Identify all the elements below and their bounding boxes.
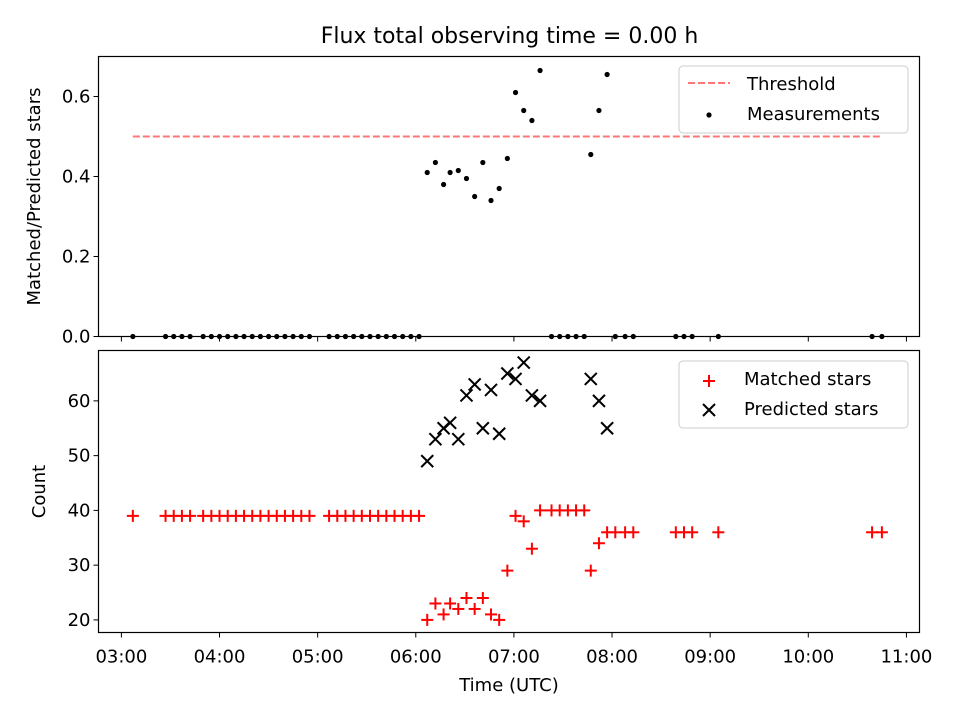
- measurement-point: [512, 89, 519, 96]
- predicted-star-point: [533, 394, 547, 408]
- predicted-star-point: [443, 416, 457, 430]
- x-tick-label: 03:00: [95, 647, 147, 668]
- matched-star-point: [525, 542, 538, 555]
- matched-star-point: [875, 526, 888, 539]
- top-y-tick-label: 0.2: [62, 247, 91, 268]
- top-legend-box: [678, 65, 909, 134]
- matched-star-point: [184, 509, 197, 522]
- matched-star-point: [517, 515, 530, 528]
- matched-star-point: [627, 526, 640, 539]
- predicted-star-point: [500, 366, 515, 381]
- matched-star-point: [444, 597, 457, 610]
- bottom-y-tick-label: 30: [68, 555, 91, 576]
- bottom-y-tick-label: 60: [68, 391, 91, 412]
- x-tick-label: 07:00: [488, 647, 540, 668]
- x-tick-label: 09:00: [684, 647, 736, 668]
- matched-star-point: [460, 592, 473, 605]
- legend-matched-label: Matched stars: [744, 369, 871, 390]
- predicted-star-point: [600, 421, 614, 435]
- x-tick-label: 10:00: [782, 647, 834, 668]
- measurement-point: [488, 197, 494, 204]
- x-tick-label: 04:00: [194, 647, 246, 668]
- predicted-star-point: [517, 355, 531, 370]
- measurement-point: [496, 185, 502, 192]
- matched-star-point: [468, 602, 481, 615]
- measurement-point: [537, 67, 543, 74]
- measurement-point: [472, 193, 478, 200]
- x-tick-label: 11:00: [880, 647, 932, 668]
- predicted-star-point: [584, 372, 598, 386]
- legend-predicted-label: Predicted stars: [744, 399, 878, 420]
- measurement-point: [529, 117, 535, 124]
- top-legend: Threshold Measurements: [678, 65, 909, 134]
- measurement-point: [588, 151, 594, 158]
- top-y-tick-label: 0.6: [62, 87, 91, 108]
- matched-star-point: [592, 537, 605, 550]
- matched-star-point: [126, 509, 139, 522]
- matched-star-point: [437, 608, 450, 621]
- measurement-point: [596, 107, 602, 114]
- measurement-point: [521, 107, 527, 114]
- bottom-y-tick-label: 20: [68, 610, 91, 631]
- top-y-axis-label: Matched/Predicted stars: [24, 88, 45, 306]
- legend-predicted-swatch: [702, 403, 716, 417]
- bottom-y-tick-label: 50: [68, 446, 91, 467]
- matched-star-point: [413, 509, 426, 522]
- legend-matched-swatch: [703, 375, 715, 387]
- x-tick-label: 06:00: [390, 647, 442, 668]
- bottom-legend: Matched stars Predicted stars: [678, 360, 909, 429]
- bottom-axes-frame: [97, 349, 921, 634]
- matched-star-point: [534, 504, 547, 517]
- predicted-star-point: [476, 421, 490, 435]
- bottom-y-axis-label: Count: [29, 465, 50, 518]
- measurement-point: [432, 159, 439, 166]
- x-tick-label: 05:00: [292, 647, 344, 668]
- predicted-star-point: [459, 388, 474, 403]
- top-y-tick-label: 0.4: [62, 167, 91, 188]
- matched-star-point: [493, 613, 506, 626]
- bottom-legend-box: [678, 360, 909, 429]
- bottom-y-tick-label: 40: [68, 500, 91, 521]
- matched-star-point: [476, 592, 489, 605]
- matched-star-point: [686, 526, 699, 539]
- matched-star-point: [452, 602, 465, 615]
- legend-measurements-label: Measurements: [747, 104, 880, 125]
- matched-star-point: [421, 613, 434, 626]
- predicted-star-point: [525, 388, 539, 403]
- matched-star-point: [485, 608, 498, 621]
- predicted-star-point: [492, 427, 506, 441]
- predicted-star-point: [451, 432, 466, 446]
- measurement-point: [480, 159, 486, 166]
- legend-measurements-swatch: [706, 112, 712, 118]
- measurement-point: [424, 169, 430, 176]
- matched-star-point: [578, 504, 591, 517]
- matched-star-point: [712, 526, 725, 539]
- top-plot: 0.0 0.2 0.4 0.6 Matched/Predicted stars Thr…: [24, 55, 921, 348]
- legend-threshold-label: Threshold: [746, 74, 836, 95]
- predicted-star-point: [484, 383, 498, 397]
- measurement-point: [504, 155, 510, 162]
- matched-star-point: [509, 509, 522, 522]
- measurement-point: [455, 167, 461, 174]
- measurement-point: [604, 71, 610, 78]
- matched-star-point: [584, 564, 597, 577]
- x-axis-label: Time (UTC): [458, 675, 559, 696]
- matched-star-point: [501, 564, 514, 577]
- measurement-point: [463, 175, 470, 182]
- measurement-point: [440, 181, 447, 188]
- top-axes-frame: [97, 55, 921, 338]
- matched-star-point: [303, 509, 316, 522]
- chart-title: Flux total observing time = 0.00 h: [321, 24, 699, 49]
- predicted-star-point: [508, 372, 523, 386]
- predicted-star-point: [420, 454, 434, 468]
- predicted-star-point: [592, 394, 606, 408]
- top-y-tick-label: 0.0: [62, 327, 91, 348]
- predicted-star-point: [428, 432, 443, 446]
- measurement-point: [447, 169, 453, 176]
- matched-star-point: [429, 597, 442, 610]
- predicted-star-point: [467, 377, 482, 392]
- bottom-plot: 20 30 40 50 60 03:00 04:00 05:00 06:00 07:00 08:0…: [29, 349, 932, 696]
- x-tick-label: 08:00: [586, 647, 638, 668]
